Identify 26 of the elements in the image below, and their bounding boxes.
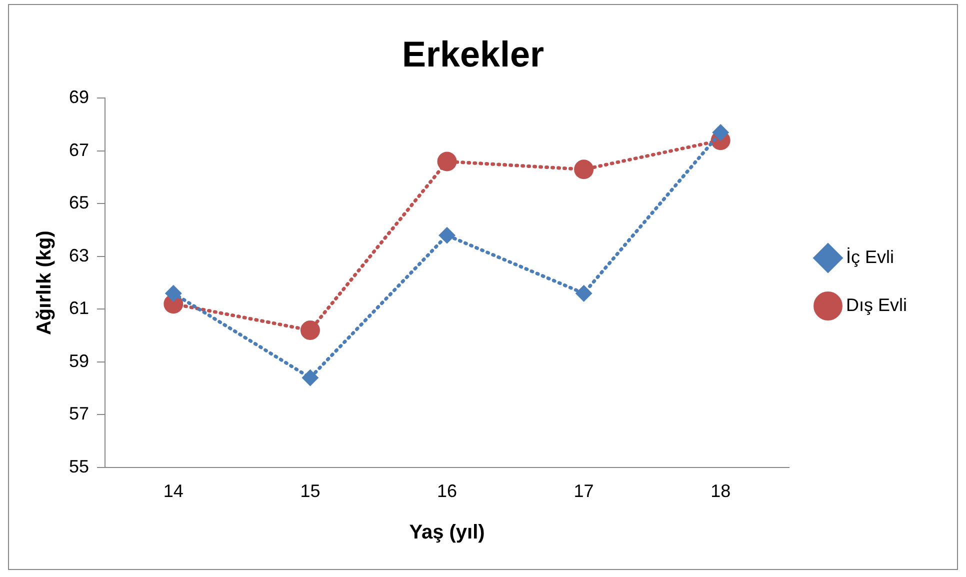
x-tick-label: 17	[574, 481, 594, 502]
y-tick-label: 65	[68, 192, 90, 213]
y-tick-label: 55	[68, 456, 90, 476]
legend-label: İç Evli	[846, 246, 894, 267]
x-tick-label: 14	[163, 481, 184, 502]
x-tick-label: 18	[710, 481, 731, 502]
y-axis-title: Ağırlık (kg)	[34, 230, 56, 336]
chart-title: Erkekler	[402, 34, 544, 75]
point	[574, 160, 594, 180]
y-tick-label: 67	[68, 140, 90, 160]
legend-label: Dış Evli	[846, 294, 908, 315]
y-tick-label: 59	[68, 350, 90, 371]
point	[712, 124, 728, 140]
point	[576, 286, 592, 302]
point	[439, 228, 455, 244]
point	[437, 152, 457, 172]
point	[166, 286, 182, 302]
y-tick-label: 57	[68, 404, 90, 424]
x-tick-label: 16	[436, 481, 458, 502]
y-tick-label: 69	[68, 87, 90, 108]
y-tick-label: 61	[68, 298, 90, 318]
y-tick-label: 63	[68, 245, 90, 266]
x-tick-label: 15	[300, 481, 320, 502]
point	[300, 320, 320, 340]
x-axis-title: Yaş (yıl)	[409, 522, 485, 544]
point	[302, 370, 318, 386]
